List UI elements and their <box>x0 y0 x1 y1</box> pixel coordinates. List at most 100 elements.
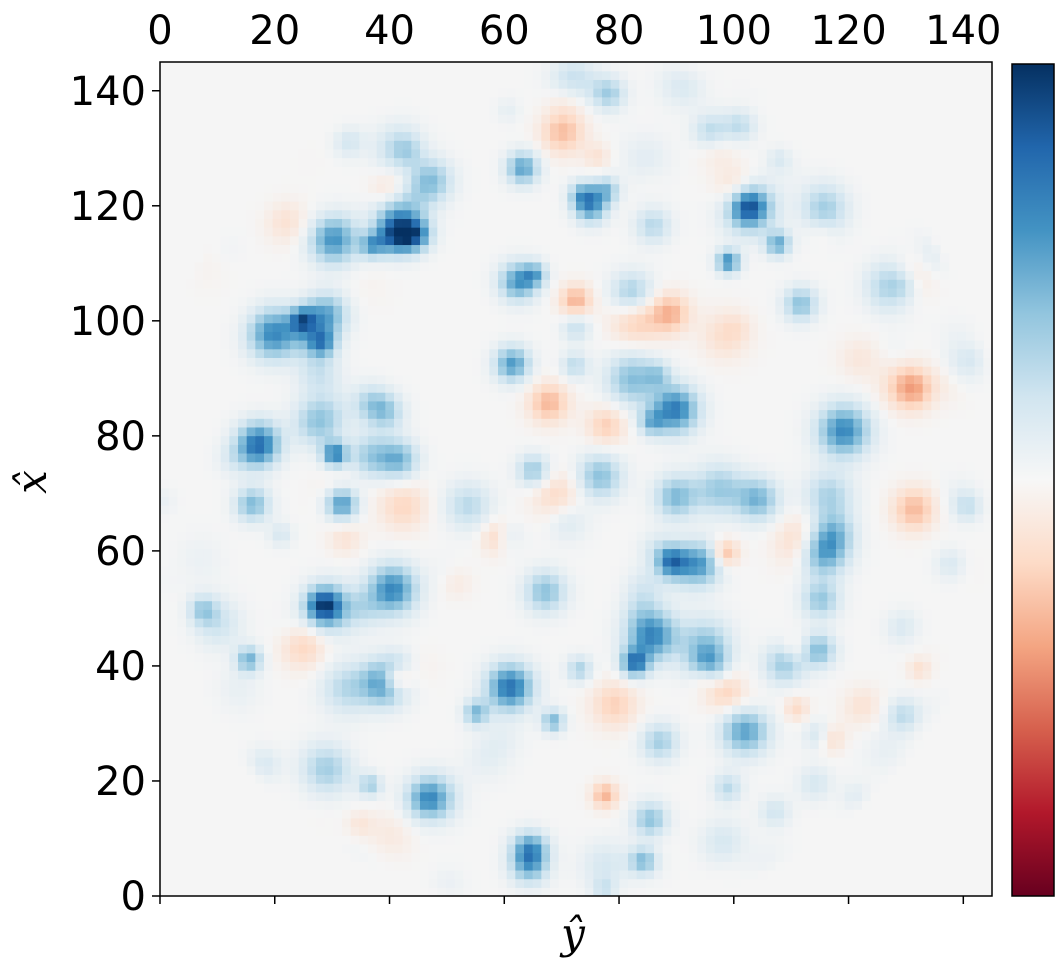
heatmap-cell <box>810 618 820 628</box>
heatmap-cell <box>628 531 638 541</box>
heatmap-cell <box>740 583 750 593</box>
heatmap-cell <box>463 722 473 732</box>
heatmap-cell <box>662 652 672 663</box>
heatmap-cell <box>662 609 672 619</box>
heatmap-cell <box>368 670 378 680</box>
heatmap-cell <box>307 618 317 628</box>
heatmap-cell <box>168 600 178 610</box>
heatmap-cell <box>290 774 300 784</box>
heatmap-cell <box>342 444 352 454</box>
heatmap-cell <box>740 757 750 767</box>
heatmap-cell <box>454 374 464 385</box>
heatmap-cell <box>758 861 768 871</box>
heatmap-cell <box>342 835 352 845</box>
heatmap-cell <box>394 461 404 471</box>
heatmap-cell <box>853 600 863 610</box>
heatmap-cell <box>671 835 681 845</box>
heatmap-cell <box>827 470 837 480</box>
heatmap-cell <box>645 418 655 428</box>
heatmap-cell <box>324 487 334 497</box>
heatmap-cell <box>628 626 638 636</box>
heatmap-cell <box>966 496 976 506</box>
heatmap-cell <box>446 722 456 732</box>
heatmap-cell <box>498 461 508 471</box>
heatmap-cell <box>437 687 447 697</box>
heatmap-cell <box>290 652 300 663</box>
heatmap-cell <box>428 748 438 758</box>
heatmap-cell <box>567 426 577 437</box>
heatmap-cell <box>272 757 282 767</box>
heatmap-cell <box>714 722 724 732</box>
heatmap-cell <box>766 539 776 550</box>
heatmap-cell <box>342 661 352 671</box>
heatmap-cell <box>324 374 334 385</box>
heatmap-cell <box>324 444 334 454</box>
heatmap-cell <box>818 479 828 489</box>
heatmap-cell <box>922 383 932 393</box>
heatmap-cell <box>775 661 785 671</box>
heatmap-cell <box>662 539 672 550</box>
heatmap-cell <box>446 861 456 871</box>
heatmap-cell <box>567 591 577 602</box>
heatmap-cell <box>411 487 421 497</box>
heatmap-cell <box>810 748 820 758</box>
heatmap-cell <box>316 618 326 628</box>
heatmap-cell <box>463 843 473 854</box>
heatmap-cell <box>619 609 629 619</box>
heatmap-cell <box>792 383 802 393</box>
heatmap-cell <box>463 426 473 437</box>
heatmap-cell <box>740 635 750 645</box>
heatmap-cell <box>940 426 950 437</box>
heatmap-cell <box>818 791 828 802</box>
heatmap-cell <box>246 591 256 602</box>
heatmap-cell <box>784 791 794 802</box>
heatmap-cell <box>160 565 170 576</box>
heatmap-cell <box>376 687 386 697</box>
heatmap-cell <box>905 652 915 663</box>
heatmap-cell <box>810 713 820 723</box>
heatmap-cell <box>697 444 707 454</box>
heatmap-cell <box>238 661 248 671</box>
heatmap-cell <box>818 600 828 610</box>
heatmap-cell <box>740 435 750 445</box>
heatmap-cell <box>619 400 629 411</box>
heatmap-cell <box>610 418 620 428</box>
heatmap-cell <box>264 496 274 506</box>
heatmap-cell <box>168 496 178 506</box>
heatmap-cell <box>515 791 525 802</box>
heatmap-cell <box>602 652 612 663</box>
heatmap-cell <box>506 409 516 419</box>
heatmap-cell <box>636 696 646 706</box>
heatmap-cell <box>437 496 447 506</box>
heatmap-cell <box>714 522 724 532</box>
heatmap-cell <box>498 687 508 697</box>
heatmap-cell <box>714 609 724 619</box>
heatmap-cell <box>385 461 395 471</box>
heatmap-cell <box>593 678 603 689</box>
heatmap-cell <box>307 583 317 593</box>
heatmap-cell <box>446 505 456 515</box>
heatmap-cell <box>177 505 187 515</box>
heatmap-cell <box>541 626 551 636</box>
heatmap-cell <box>324 800 334 810</box>
heatmap-cell <box>515 644 525 654</box>
heatmap-cell <box>983 557 992 567</box>
heatmap-cell <box>801 618 811 628</box>
heatmap-cell <box>870 531 880 541</box>
heatmap-cell <box>558 392 568 402</box>
heatmap-cell <box>368 644 378 654</box>
heatmap-cell <box>801 487 811 497</box>
heatmap-cell <box>324 809 334 819</box>
heatmap-cell <box>714 531 724 541</box>
heatmap-cell <box>749 548 759 558</box>
heatmap-cell <box>333 843 343 854</box>
heatmap-cell <box>784 626 794 636</box>
heatmap-cell <box>584 817 594 828</box>
heatmap-cell <box>437 487 447 497</box>
heatmap-cell <box>610 739 620 749</box>
heatmap-cell <box>229 661 239 671</box>
heatmap-cell <box>402 383 412 393</box>
heatmap-cell <box>602 418 612 428</box>
heatmap-cell <box>862 452 872 463</box>
heatmap-cell <box>420 722 430 732</box>
